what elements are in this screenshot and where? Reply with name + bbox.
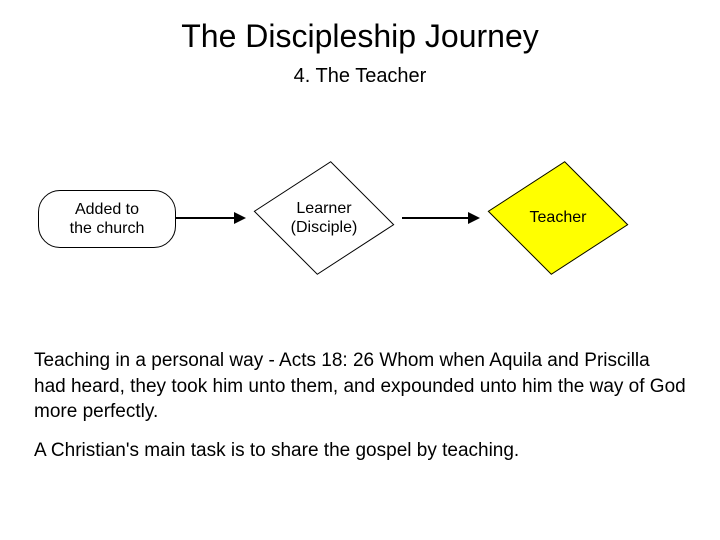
arrow-2-line bbox=[402, 217, 468, 219]
arrow-2-head bbox=[468, 212, 480, 224]
arrow-1-head bbox=[234, 212, 246, 224]
node-learner: Learner (Disciple) bbox=[246, 164, 402, 272]
page-subtitle: 4. The Teacher bbox=[0, 55, 720, 88]
arrow-1-line bbox=[176, 217, 234, 219]
node-teacher: Teacher bbox=[480, 164, 636, 272]
paragraph-1: Teaching in a personal way - Acts 18: 26… bbox=[34, 348, 686, 425]
node-added-label: Added to the church bbox=[70, 200, 145, 238]
node-learner-label: Learner (Disciple) bbox=[246, 164, 402, 272]
flow-stage: Added to the church Learner (Disciple) T… bbox=[0, 140, 720, 320]
page-title: The Discipleship Journey bbox=[0, 0, 720, 55]
node-teacher-label: Teacher bbox=[480, 164, 636, 272]
paragraph-2: A Christian's main task is to share the … bbox=[34, 438, 686, 464]
node-added: Added to the church bbox=[38, 190, 176, 248]
